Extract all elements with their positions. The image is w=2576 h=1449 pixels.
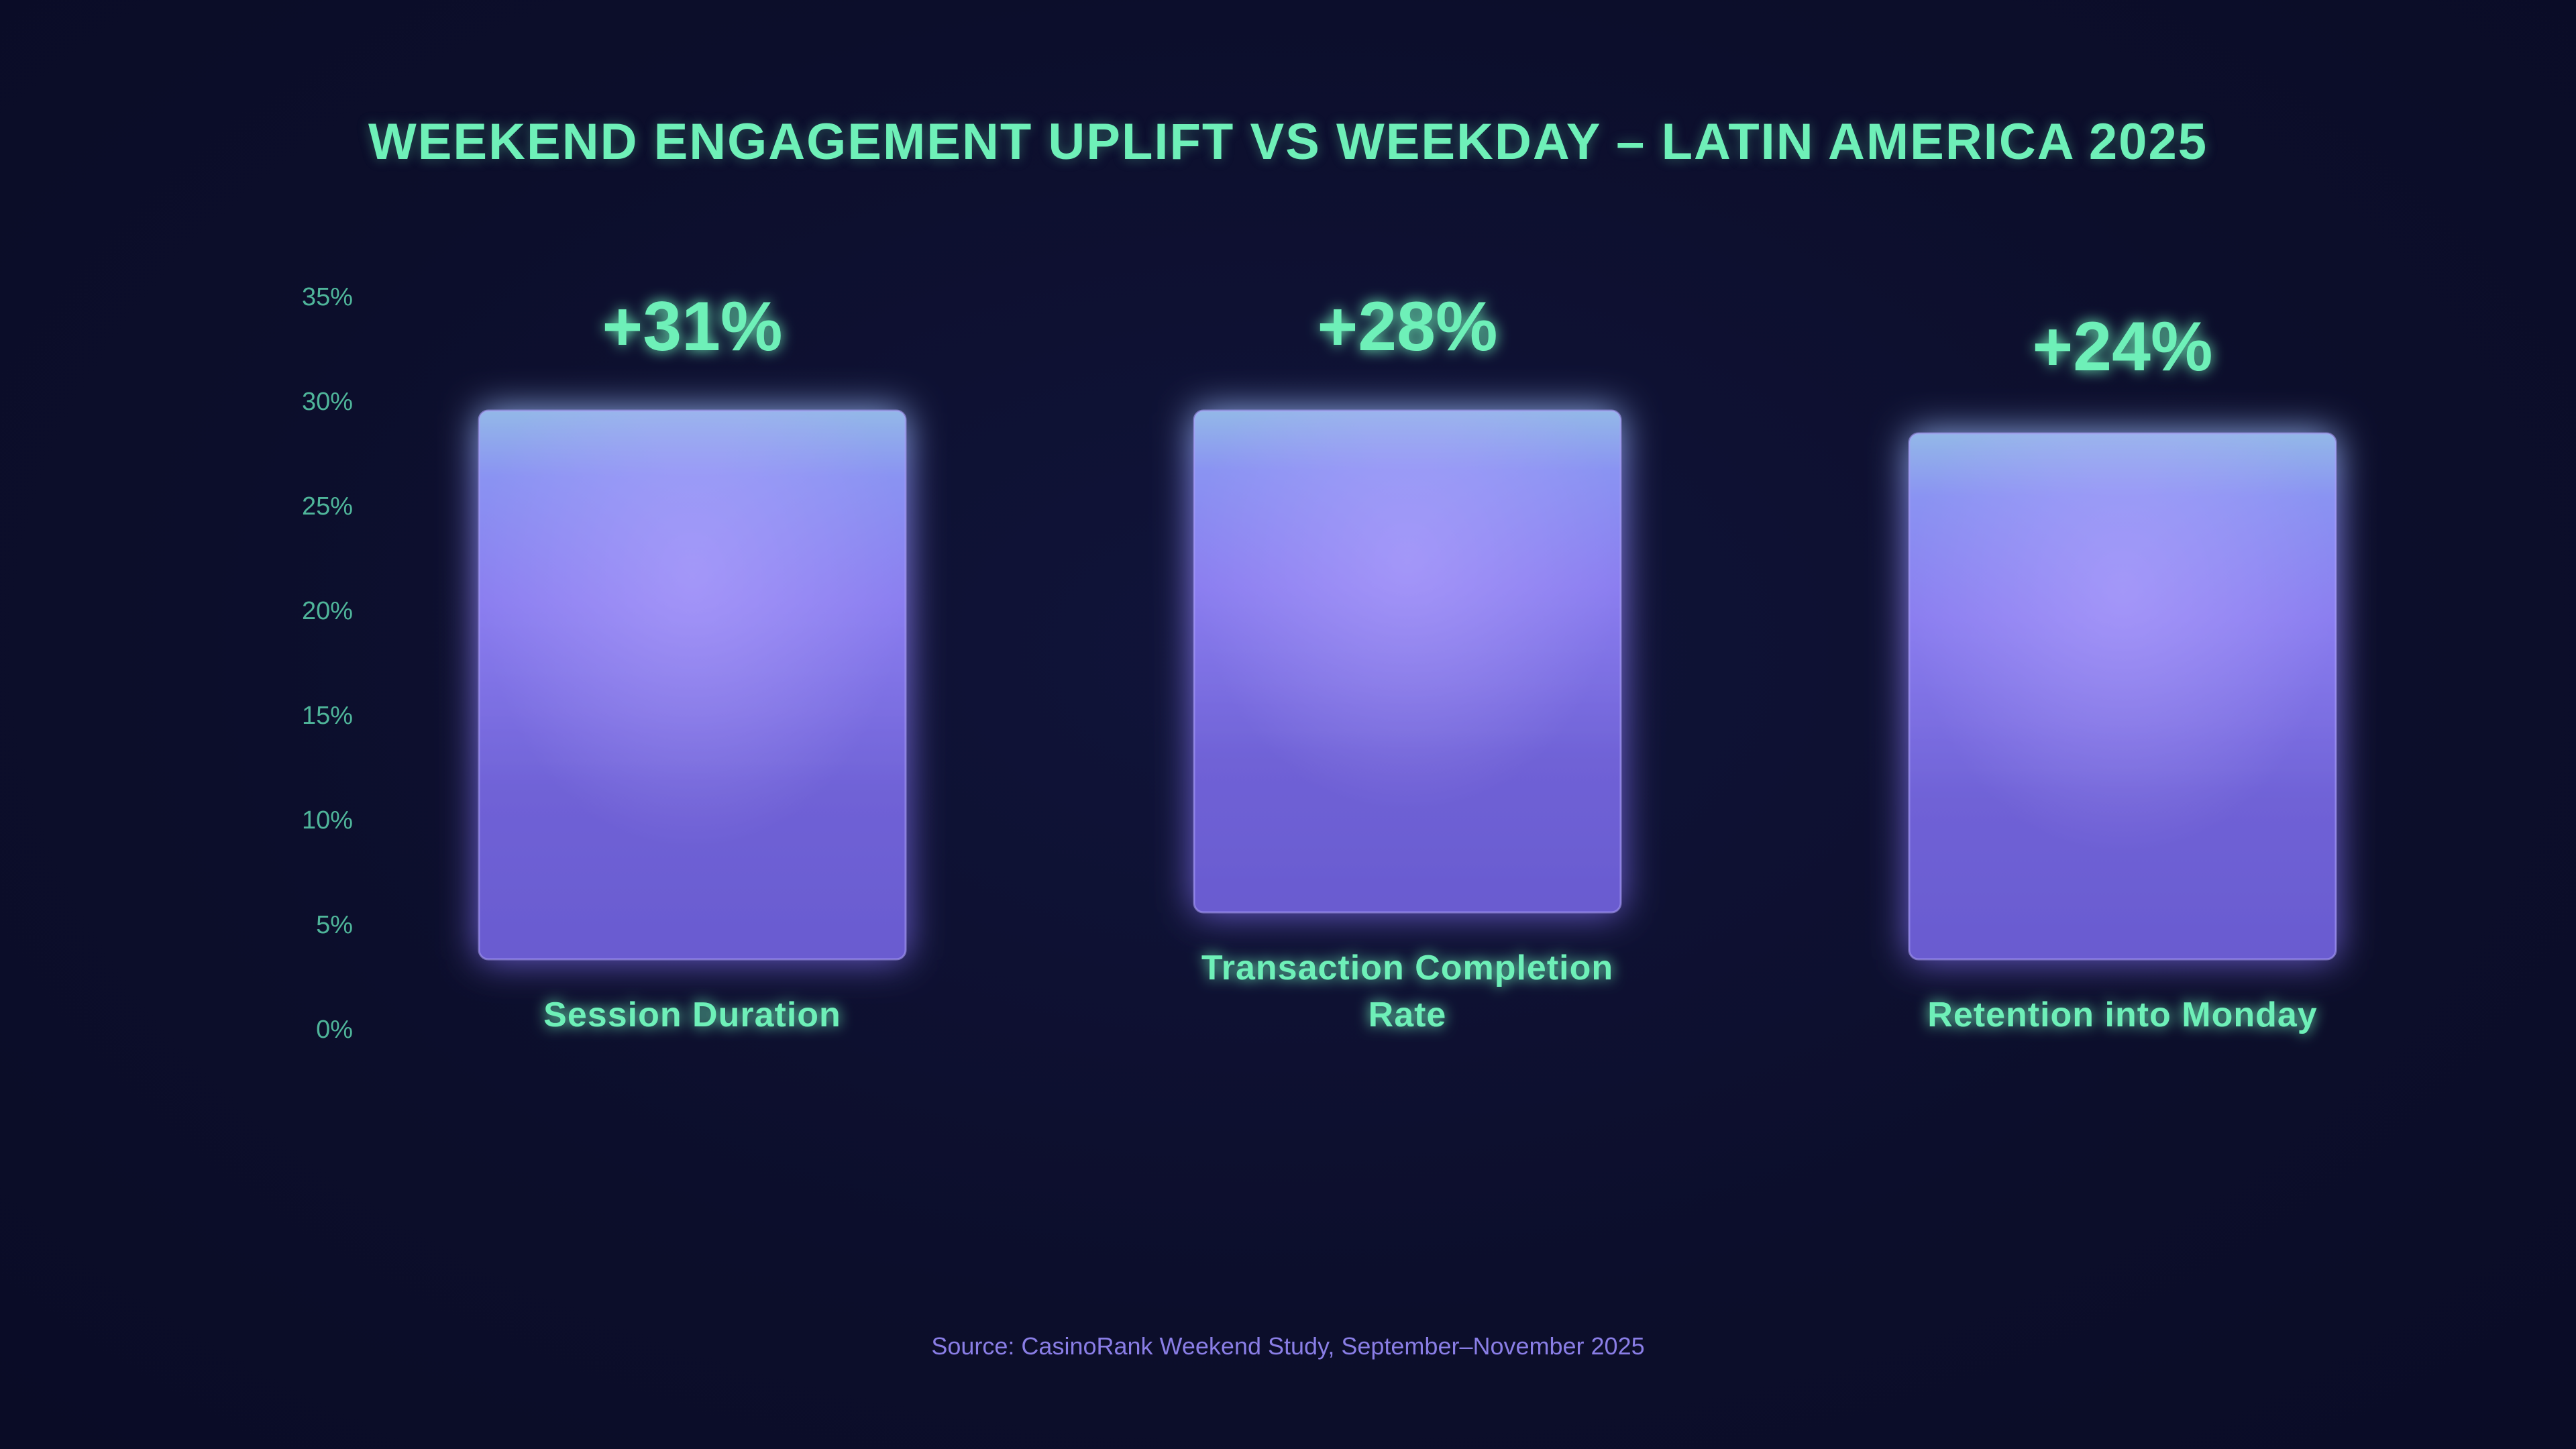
bars-group: +31% Session Duration +28% Transaction Comp… (478, 288, 2337, 1034)
y-axis: 0% 5% 10% 15% 20% 25% 30% 35% (302, 283, 353, 1044)
y-tick-label: 15% (302, 702, 353, 730)
bar-value-label: +31% (602, 288, 783, 366)
y-tick-label: 35% (302, 283, 353, 311)
y-tick-label: 10% (302, 806, 353, 835)
category-label: Retention into Monday (1927, 996, 2317, 1034)
bar-value-label: +28% (1318, 288, 1498, 366)
bar-shine (1194, 411, 1621, 912)
y-tick-label: 25% (302, 492, 353, 521)
bar-value-label: +24% (2033, 308, 2213, 386)
chart-title: WEEKEND ENGAGEMENT UPLIFT VS WEEKDAY – L… (368, 113, 2208, 170)
category-label: Rate (1368, 996, 1447, 1034)
bar-shine (1909, 433, 2336, 959)
category-label: Transaction Completion (1201, 949, 1613, 987)
source-note: Source: CasinoRank Weekend Study, Septem… (931, 1332, 1645, 1360)
y-tick-label: 30% (302, 388, 353, 416)
y-tick-label: 0% (316, 1016, 353, 1044)
y-tick-label: 5% (316, 911, 353, 939)
y-tick-label: 20% (302, 597, 353, 625)
category-label: Session Duration (543, 996, 841, 1034)
bar-shine (479, 411, 906, 959)
